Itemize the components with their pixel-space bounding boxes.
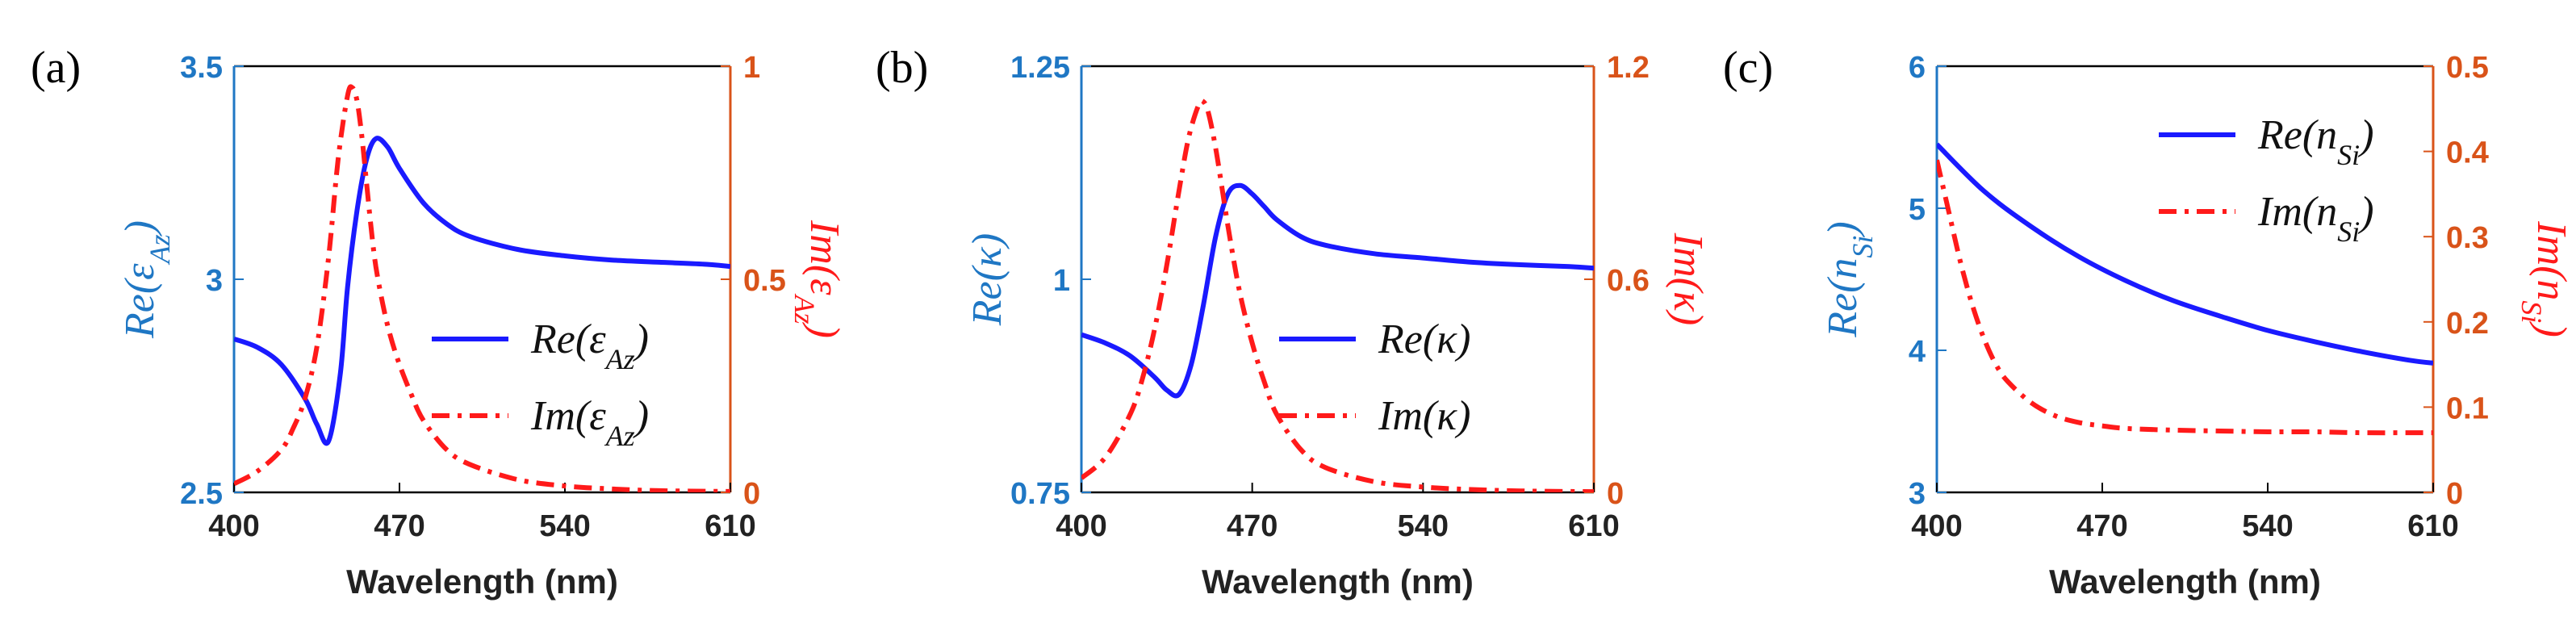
re-series-line-c (1937, 142, 2433, 366)
x-tick-label: 470 (374, 509, 424, 543)
left-tick-label: 1.25 (1010, 51, 1070, 85)
right-tick-label: 0.5 (2446, 51, 2489, 85)
right-y-axis-label: Im(εAz) (788, 220, 847, 338)
legend: Re(εAz) Im(εAz) (432, 316, 649, 452)
im-series-line-a (234, 84, 730, 492)
legend-entry: Re(nSi) (2257, 112, 2374, 171)
x-tick-label: 400 (1056, 509, 1106, 543)
left-y-axis-label: Re(εAz) (117, 220, 176, 339)
chart-panel-c: (c) 400 470 540 610 3 4 5 6 0 0.1 0.2 0.3 0.4 0.5 Wavel… (1723, 43, 2574, 601)
right-tick-label: 1 (743, 51, 760, 85)
x-tick-label: 400 (1911, 509, 1962, 543)
x-axis-label: Wavelength (nm) (1202, 563, 1474, 601)
right-tick-label: 0 (743, 477, 760, 511)
x-tick-label: 540 (1398, 509, 1449, 543)
right-tick-label: 1.2 (1607, 51, 1650, 85)
legend-entry: Im(κ) (1378, 393, 1470, 439)
right-tick-label: 0 (1607, 477, 1624, 511)
im-series-line-b (1081, 98, 1594, 492)
left-tick-label: 6 (1909, 51, 1926, 85)
right-tick-label: 0.6 (1607, 264, 1650, 298)
chart-panel-a: (a) 400 470 540 610 2.5 3 3.5 0 0.5 1 Wavelength (n… (31, 43, 847, 601)
right-y-axis-label: Im(nSi) (2515, 220, 2574, 337)
panel-label-b: (b) (876, 43, 928, 93)
legend: Re(κ) Im(κ) (1279, 316, 1470, 439)
panel-label-c: (c) (1723, 43, 1773, 93)
legend-entry: Im(εAz) (530, 393, 649, 452)
left-tick-label: 5 (1909, 193, 1926, 227)
right-tick-label: 0.5 (743, 264, 786, 298)
left-tick-label: 0.75 (1010, 477, 1070, 511)
x-tick-label: 540 (539, 509, 590, 543)
panel-label-a: (a) (31, 43, 81, 93)
left-tick-label: 3 (206, 264, 223, 298)
im-series-line-c (1937, 159, 2433, 436)
right-tick-label: 0 (2446, 477, 2463, 511)
left-y-axis-label: Re(κ) (964, 233, 1010, 326)
legend: Re(nSi) Im(nSi) (2159, 112, 2374, 248)
left-tick-label: 3.5 (180, 51, 223, 85)
right-y-axis-label: Im(κ) (1665, 232, 1711, 325)
x-tick-label: 540 (2242, 509, 2293, 543)
left-tick-label: 2.5 (180, 477, 223, 511)
re-series-line-b (1081, 182, 1594, 399)
x-tick-label: 470 (2076, 509, 2127, 543)
left-tick-label: 3 (1909, 477, 1926, 511)
right-tick-label: 0.4 (2446, 136, 2489, 170)
x-tick-label: 610 (2407, 509, 2458, 543)
x-tick-label: 610 (1568, 509, 1619, 543)
x-tick-label: 610 (705, 509, 755, 543)
right-tick-label: 0.1 (2446, 391, 2489, 425)
left-tick-label: 4 (1909, 335, 1926, 369)
legend-entry: Re(εAz) (530, 316, 649, 375)
right-tick-label: 0.3 (2446, 221, 2489, 255)
left-y-axis-label: Re(nSi) (1820, 221, 1879, 338)
chart-panel-b: (b) 400 470 540 610 0.75 1 1.25 0 0.6 1.2 Wavelengt… (876, 43, 1711, 601)
re-series-line-a (234, 136, 730, 446)
legend-entry: Im(nSi) (2257, 189, 2374, 248)
x-tick-label: 400 (208, 509, 259, 543)
legend-entry: Re(κ) (1378, 316, 1470, 362)
left-tick-label: 1 (1053, 264, 1070, 298)
x-axis-label: Wavelength (nm) (346, 563, 618, 601)
right-tick-label: 0.2 (2446, 307, 2489, 341)
x-tick-label: 470 (1227, 509, 1278, 543)
x-axis-label: Wavelength (nm) (2049, 563, 2321, 601)
